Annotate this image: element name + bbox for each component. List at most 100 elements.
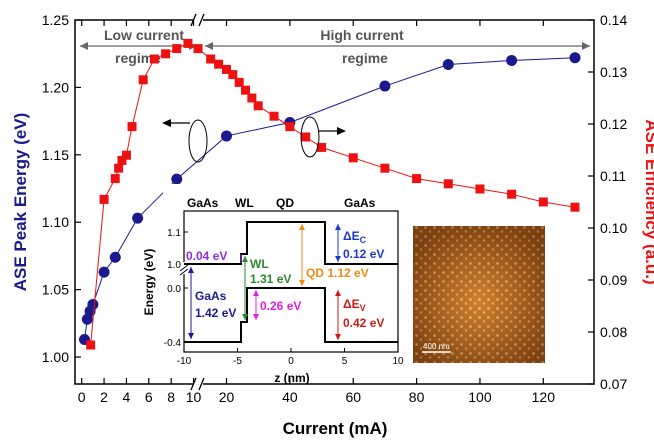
y-axis-left: 1.00 1.05 1.10 1.15 1.20 1.25 xyxy=(42,12,81,365)
offset-04-label: 0.04 eV xyxy=(186,249,227,263)
efficiency-point xyxy=(214,59,224,69)
regime-headers: Low current regime High current regime xyxy=(80,27,590,66)
series-efficiency xyxy=(86,38,580,350)
efficiency-point xyxy=(317,142,327,152)
y-right-tick-label: 0.08 xyxy=(600,324,627,340)
inset-x-tick-label: -10 xyxy=(177,356,192,367)
peak-energy-point xyxy=(171,173,183,185)
right-arrow-icon xyxy=(337,127,346,135)
band-diagram-inset: -10 -5 0 5 10 -0.4 0.0 1.0 1.1 Energy (eV) z… xyxy=(142,184,409,385)
efficiency-point xyxy=(247,93,257,103)
region-gaas-left: GaAs xyxy=(187,196,219,210)
efficiency-point xyxy=(121,150,131,160)
y-right-tick-label: 0.12 xyxy=(600,116,627,132)
peak-energy-point xyxy=(569,52,581,64)
efficiency-point xyxy=(149,54,159,64)
wl-label: WL xyxy=(250,257,269,271)
efficiency-point xyxy=(380,163,390,173)
y-left-tick-label: 1.00 xyxy=(42,349,69,365)
low-regime-line1: Low current xyxy=(104,27,184,43)
efficiency-point xyxy=(443,179,453,189)
y-axis-right: 0.07 0.08 0.09 0.10 0.11 0.12 0.13 0.14 xyxy=(588,12,627,392)
inset-x-title: z (nm) xyxy=(274,371,309,385)
peak-energy-point xyxy=(221,130,233,142)
y-right-tick-label: 0.14 xyxy=(600,12,627,28)
efficiency-point xyxy=(172,44,182,54)
inset-x-tick-label: 10 xyxy=(392,356,404,367)
efficiency-point xyxy=(99,194,109,204)
left-arrow-icon xyxy=(162,119,171,127)
region-gaas-right: GaAs xyxy=(344,196,376,210)
y-left-tick-label: 1.20 xyxy=(42,79,69,95)
y-right-tick-label: 0.09 xyxy=(600,272,627,288)
band-inset-background xyxy=(163,184,409,367)
x-tick-label: 0 xyxy=(78,389,86,405)
x-tick-label: 120 xyxy=(532,389,556,405)
peak-energy-point xyxy=(132,212,144,224)
valence-band-line xyxy=(184,287,398,343)
x-axis: 0 2 4 6 8 10 20 40 60 80 100 120 xyxy=(78,20,555,405)
region-wl: WL xyxy=(235,196,254,210)
axis-indicators xyxy=(162,116,346,163)
efficiency-point xyxy=(475,184,485,194)
inset-y-axis: -0.4 0.0 1.0 1.1 xyxy=(164,228,188,349)
efficiency-point xyxy=(161,49,171,59)
efficiency-point xyxy=(86,340,96,350)
inset-ytick-m04: -0.4 xyxy=(164,338,182,349)
hole-gap-label: 0.26 eV xyxy=(260,299,301,313)
dEv-label: ΔEV xyxy=(343,297,366,313)
efficiency-point xyxy=(206,54,216,64)
efficiency-point xyxy=(507,189,517,199)
inset-x-tick-label: 5 xyxy=(342,356,348,367)
afm-image-inset: 400 nm xyxy=(413,226,545,363)
efficiency-point xyxy=(269,111,279,121)
dEc-label: ΔEC xyxy=(343,229,367,245)
efficiency-point xyxy=(183,38,193,48)
inset-ytick-11: 1.1 xyxy=(167,228,181,239)
y-right-tick-label: 0.10 xyxy=(600,220,627,236)
x-tick-label: 100 xyxy=(468,389,492,405)
y-left-tick-label: 1.25 xyxy=(42,12,69,28)
inset-x-tick-label: 0 xyxy=(288,356,294,367)
dEv-value: 0.42 eV xyxy=(343,316,384,330)
inset-x-axis: -10 -5 0 5 10 xyxy=(177,348,404,367)
peak-energy-point xyxy=(442,58,454,70)
efficiency-point xyxy=(570,202,580,212)
efficiency-point xyxy=(285,122,295,132)
y-right-tick-label: 0.11 xyxy=(600,168,626,184)
efficiency-point xyxy=(117,155,127,165)
y-left-tick-label: 1.05 xyxy=(42,282,69,298)
efficiency-point xyxy=(222,64,232,74)
efficiency-point xyxy=(228,70,238,80)
x-tick-label: 2 xyxy=(100,389,108,405)
dEc-symbol: ΔE xyxy=(343,229,360,243)
efficiency-point xyxy=(253,101,263,111)
qd-gap-label: QD 1.12 eV xyxy=(306,266,369,280)
x-tick-label: 20 xyxy=(219,389,235,405)
x-tick-label: 80 xyxy=(409,389,425,405)
x-tick-label: 6 xyxy=(145,389,153,405)
efficiency-point xyxy=(301,132,311,142)
peak-energy-point xyxy=(379,80,391,92)
right-series-ellipse xyxy=(300,116,320,158)
dEc-value: 0.12 eV xyxy=(343,247,384,261)
y-left-tick-label: 1.15 xyxy=(42,147,69,163)
gaas-gap-label: 1.42 eV xyxy=(195,306,236,320)
peak-energy-point xyxy=(87,298,99,310)
y-right-tick-label: 0.07 xyxy=(600,376,627,392)
peak-energy-point xyxy=(98,266,110,278)
dEc-subscript: C xyxy=(360,235,367,245)
left-series-ellipse xyxy=(188,119,208,163)
high-regime-line2: regime xyxy=(342,50,388,66)
low-regime-line2: regime xyxy=(115,50,161,66)
y-left-tick-label: 1.10 xyxy=(42,214,69,230)
inset-x-tick-label: -5 xyxy=(233,356,242,367)
x-tick-label: 10 xyxy=(186,389,202,405)
efficiency-point xyxy=(127,122,137,132)
plot-frame xyxy=(74,19,595,385)
dEv-symbol: ΔE xyxy=(343,297,360,311)
x-axis-title: Current (mA) xyxy=(283,419,388,438)
x-tick-label: 4 xyxy=(123,389,131,405)
peak-energy-point xyxy=(506,54,518,66)
